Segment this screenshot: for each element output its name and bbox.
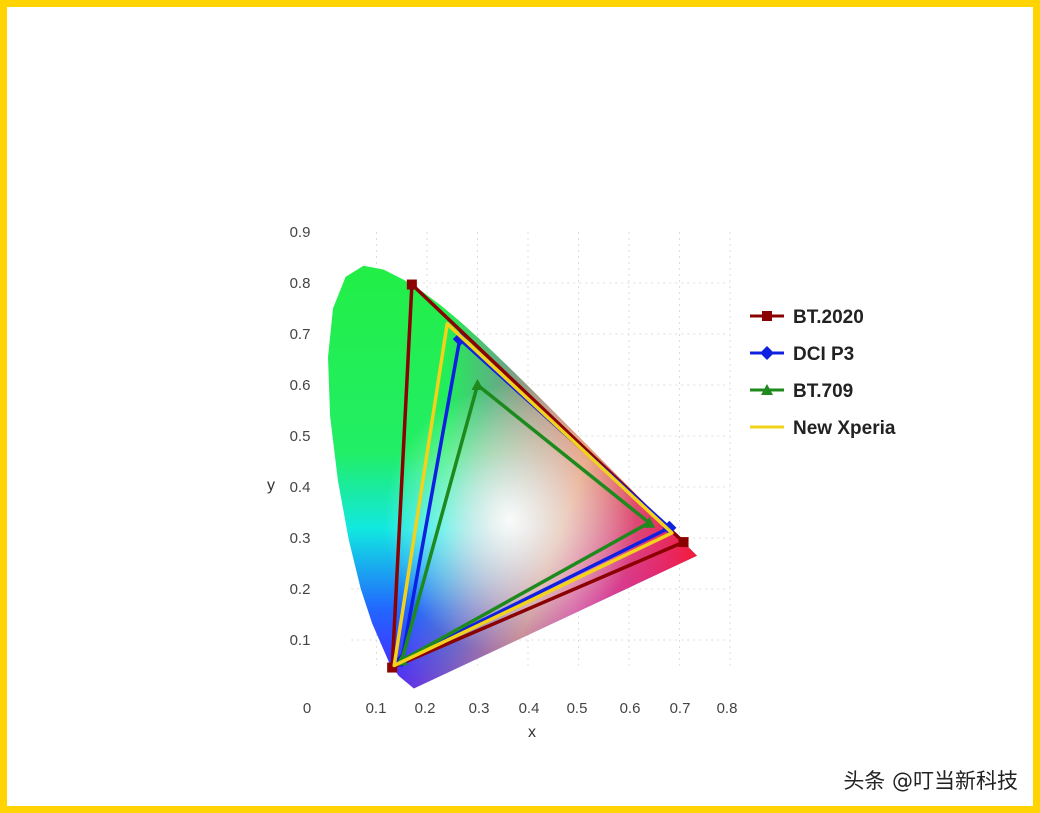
series-bt-709-point <box>471 379 484 390</box>
legend-label-bt-2020: BT.2020 <box>793 307 864 328</box>
series-new-xperia-triangle <box>392 322 674 668</box>
y-tick-label: 0.6 <box>290 377 311 394</box>
series-dci-p3-point <box>452 332 467 347</box>
watermark: 头条 @叮当新科技 <box>843 769 1018 793</box>
x-tick-label: 0.8 <box>717 700 738 717</box>
series-bt-2020-point <box>406 279 417 290</box>
y-tick-label: 0.4 <box>290 479 311 496</box>
y-tick-label: 0.8 <box>290 275 311 292</box>
y-tick-label: 0.9 <box>290 224 311 241</box>
x-tick-label: 0.1 <box>366 700 387 717</box>
series-bt-2020-point <box>387 662 398 673</box>
series-dci-p3-point <box>662 520 677 535</box>
legend-marker-bt-2020 <box>762 311 772 321</box>
x-tick-label: 0.4 <box>519 700 540 717</box>
legend-marker-dci-p3 <box>760 346 774 360</box>
legend-label-bt-709: BT.709 <box>793 381 853 402</box>
x-tick-label: 0.7 <box>670 700 691 717</box>
y-tick-label: 0.7 <box>290 326 311 343</box>
series-bt-709-triangle <box>400 383 651 663</box>
legend: BT.2020 DCI P3 BT.709 New Xperia <box>750 307 896 439</box>
x-tick-label: 0 <box>303 700 311 717</box>
series-bt-709-point <box>643 516 656 528</box>
x-tick-label: 0.3 <box>469 700 490 717</box>
x-tick-label: 0.6 <box>620 700 641 717</box>
x-axis-label: x <box>528 724 536 741</box>
legend-label-dci-p3: DCI P3 <box>793 344 854 365</box>
y-tick-label: 0.5 <box>290 428 311 445</box>
y-tick-label: 0.3 <box>290 530 311 547</box>
series-bt-2020-point <box>678 537 689 548</box>
x-tick-label: 0.2 <box>415 700 436 717</box>
spectral-locus <box>328 265 697 689</box>
x-tick-label: 0.5 <box>567 700 588 717</box>
y-tick-label: 0.1 <box>290 632 311 649</box>
legend-label-new-xperia: New Xperia <box>793 418 896 439</box>
y-axis-label: y <box>267 477 275 494</box>
legend-marker-bt-709 <box>761 384 773 395</box>
y-tick-label: 0.2 <box>290 581 311 598</box>
series-bt-2020-triangle <box>390 282 686 670</box>
